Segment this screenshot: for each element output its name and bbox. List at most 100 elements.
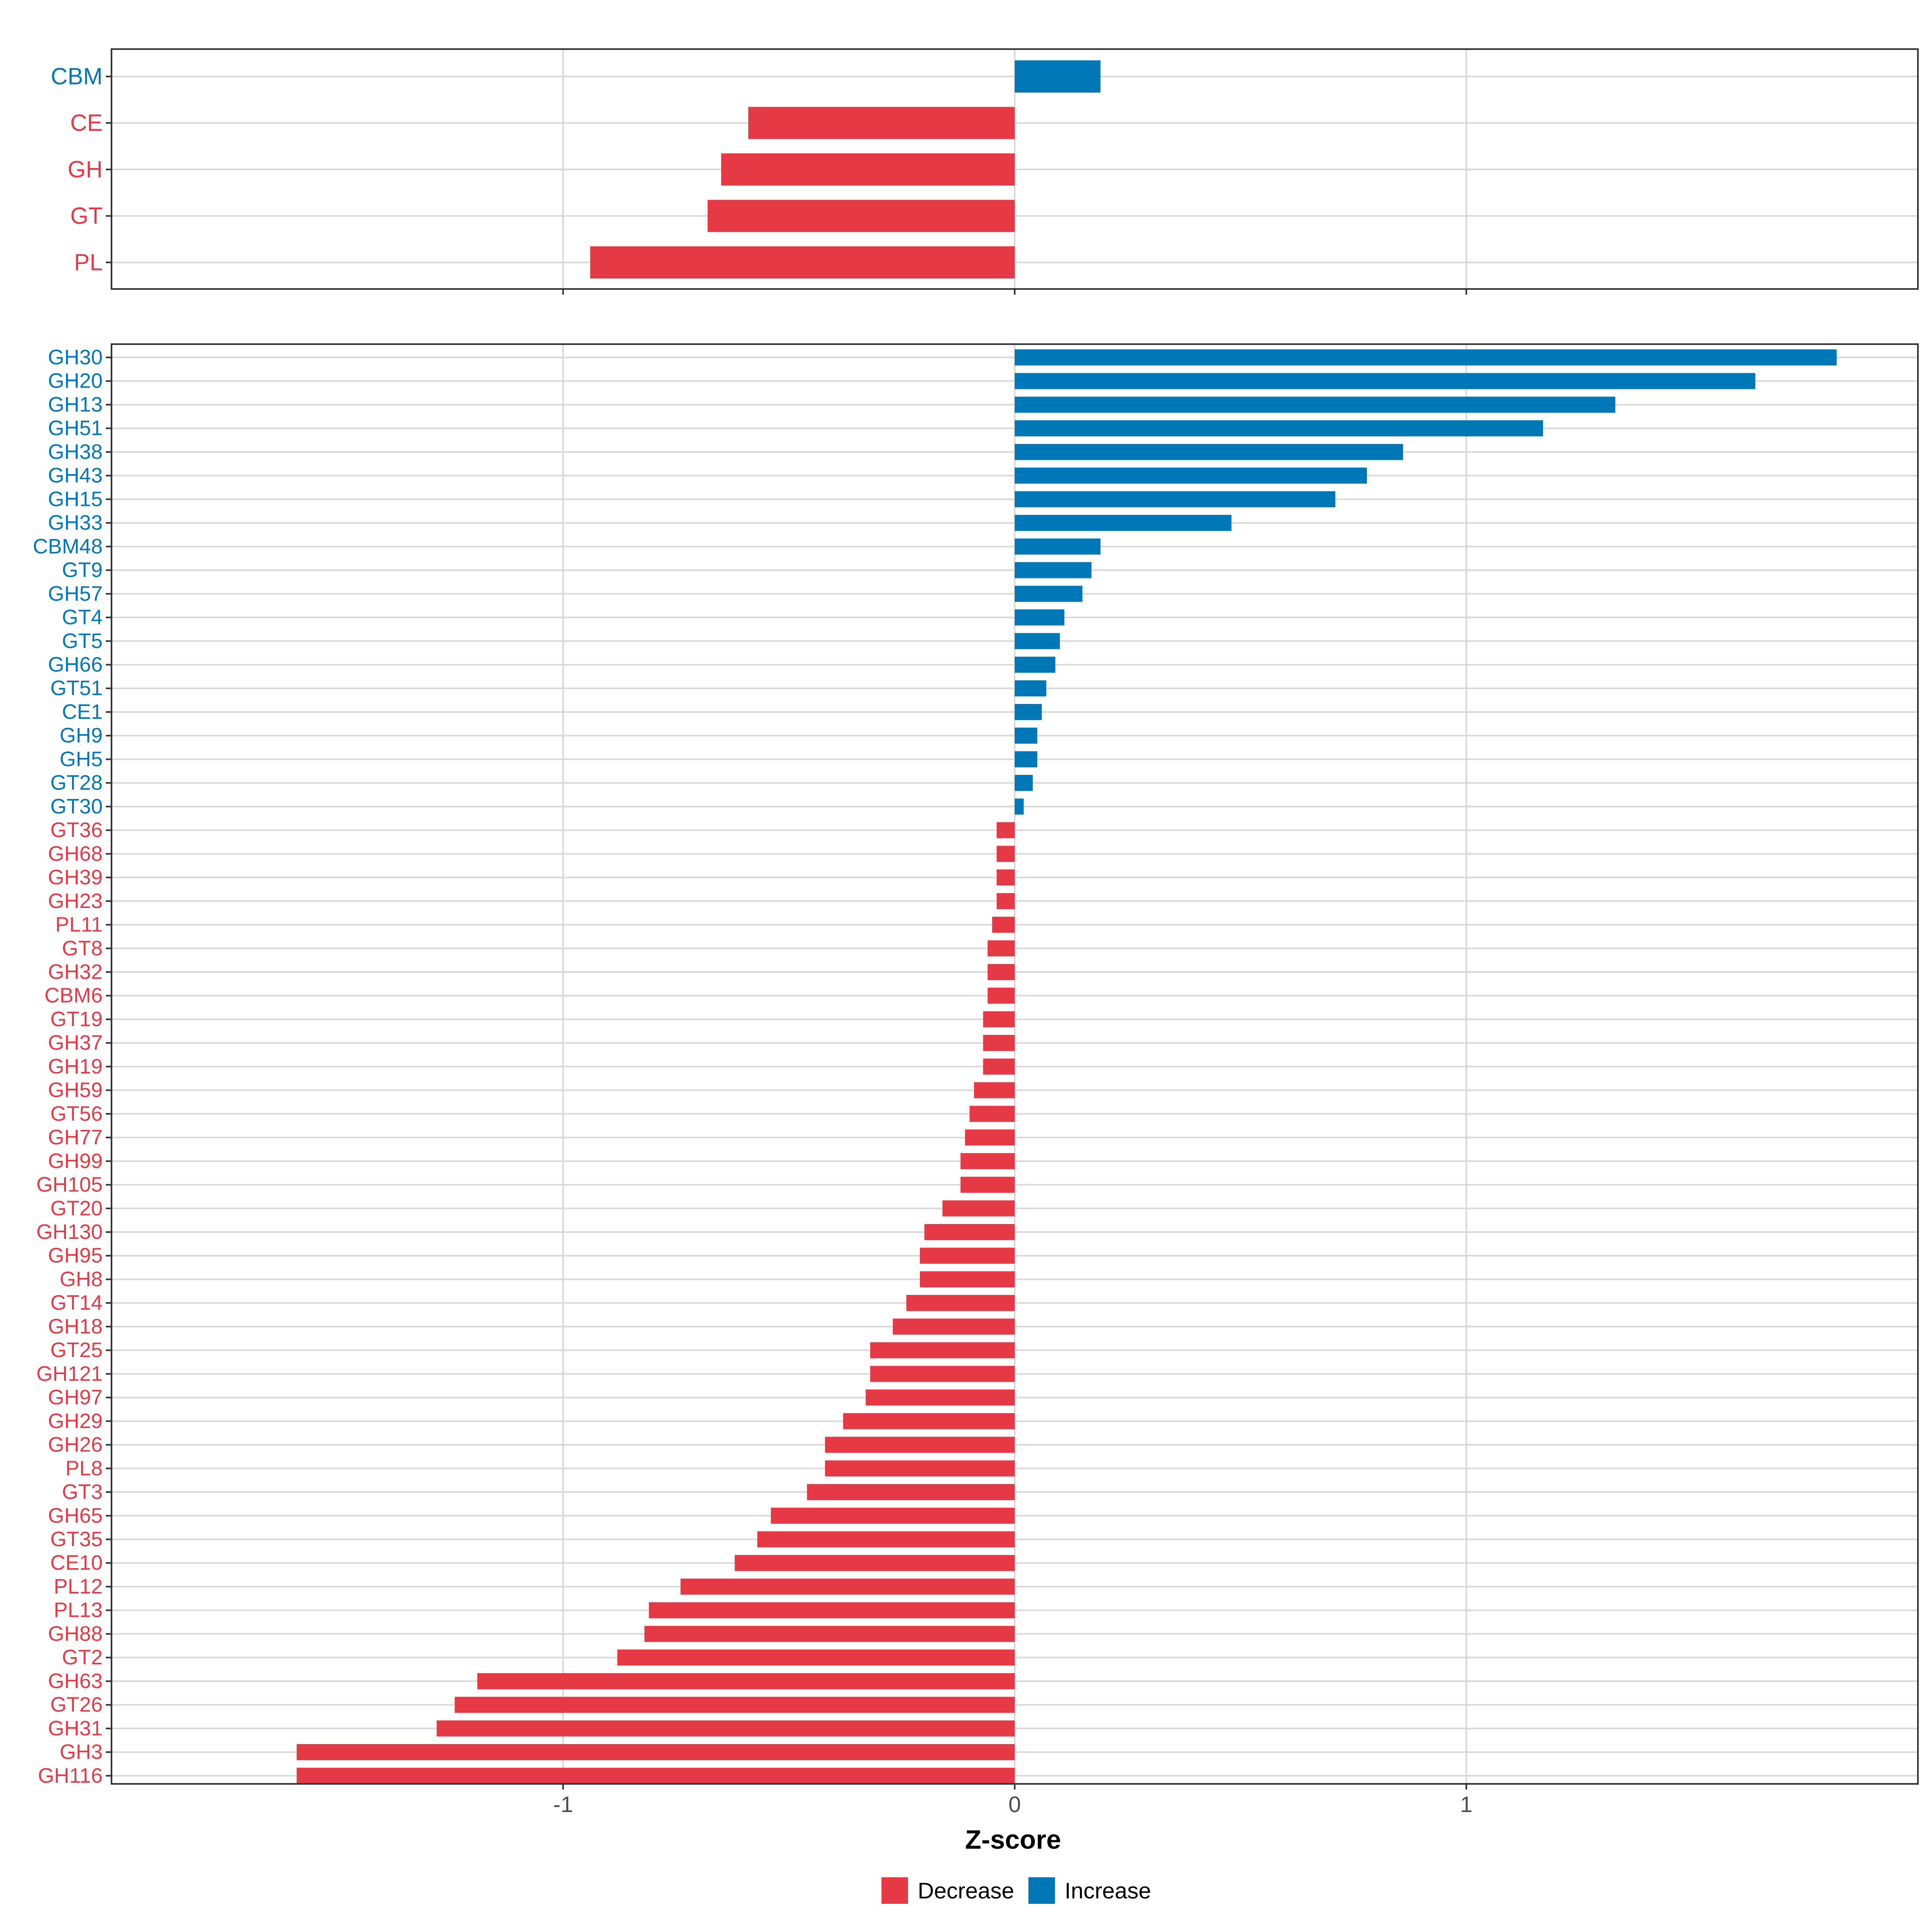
bar-gh29 xyxy=(843,1413,1015,1429)
bar-gh3 xyxy=(297,1744,1015,1761)
y-tick-label: GH59 xyxy=(48,1079,103,1102)
bar-gh43 xyxy=(1015,467,1367,484)
bar-ce10 xyxy=(735,1555,1015,1571)
y-tick-label: GT8 xyxy=(62,937,103,960)
bar-gt9 xyxy=(1015,562,1092,578)
bar-gh15 xyxy=(1015,491,1335,508)
bar-gt xyxy=(708,200,1015,232)
bar-gt2 xyxy=(617,1649,1015,1666)
bar-gh37 xyxy=(983,1035,1015,1051)
y-tick-label: GT4 xyxy=(62,606,103,629)
legend-label-increase: Increase xyxy=(1065,1878,1151,1903)
y-tick-label: GH26 xyxy=(48,1433,103,1457)
bar-gt3 xyxy=(807,1484,1015,1501)
y-tick-label: CE xyxy=(70,110,103,136)
y-tick-label: GT30 xyxy=(50,795,103,818)
y-tick-label: GH xyxy=(68,157,103,183)
bar-gt36 xyxy=(997,822,1015,838)
bar-gt8 xyxy=(987,940,1015,957)
bar-gh33 xyxy=(1015,515,1232,531)
legend-swatch-increase xyxy=(1028,1877,1055,1904)
legend-swatch-decrease xyxy=(881,1877,908,1904)
y-tick-label: GT19 xyxy=(50,1007,103,1031)
y-tick-label: GH30 xyxy=(48,346,103,369)
y-tick-label: GH51 xyxy=(48,417,103,440)
bar-pl xyxy=(590,246,1015,279)
bar-gh121 xyxy=(870,1366,1015,1382)
y-tick-label: GT2 xyxy=(62,1646,103,1669)
bar-gh13 xyxy=(1015,396,1616,413)
bar-gh63 xyxy=(477,1673,1015,1689)
y-tick-label: GT25 xyxy=(50,1339,103,1362)
bar-gt28 xyxy=(1015,775,1033,791)
y-tick-label: GH32 xyxy=(48,960,103,984)
bar-gh31 xyxy=(436,1720,1015,1737)
y-tick-label: GH33 xyxy=(48,511,103,535)
bar-ce1 xyxy=(1015,704,1042,720)
y-tick-label: GH3 xyxy=(60,1740,103,1764)
bar-gh57 xyxy=(1015,586,1083,602)
y-tick-label: GT20 xyxy=(50,1197,103,1220)
y-tick-label: PL11 xyxy=(55,913,103,937)
x-tick-label: 0 xyxy=(1008,1792,1021,1817)
y-tick-label: GH97 xyxy=(48,1386,103,1409)
bar-gt25 xyxy=(870,1342,1015,1358)
y-tick-label: GT3 xyxy=(62,1480,103,1504)
y-tick-label: GH57 xyxy=(48,582,103,605)
bar-gh88 xyxy=(644,1626,1015,1642)
y-tick-label: GT28 xyxy=(50,771,103,795)
y-tick-label: GH23 xyxy=(48,890,103,913)
y-tick-label: GH15 xyxy=(48,487,103,511)
bar-gh65 xyxy=(771,1507,1015,1524)
y-tick-label: GH13 xyxy=(48,393,103,416)
bar-gt5 xyxy=(1015,633,1060,649)
y-tick-label: GH130 xyxy=(36,1220,103,1244)
y-tick-label: GH37 xyxy=(48,1031,103,1055)
bar-gt19 xyxy=(983,1011,1015,1028)
bar-gh59 xyxy=(974,1082,1015,1098)
bar-cbm xyxy=(1015,60,1101,93)
bottom-panel: GH30GH20GH13GH51GH38GH43GH15GH33CBM48GT9… xyxy=(33,343,1919,1817)
y-tick-label: CBM48 xyxy=(33,535,103,558)
bar-gh66 xyxy=(1015,656,1055,673)
x-axis-title: Z-score xyxy=(965,1825,1061,1854)
y-tick-label: PL8 xyxy=(65,1457,103,1480)
bar-cbm48 xyxy=(1015,538,1101,555)
y-tick-label: GH77 xyxy=(48,1126,103,1149)
legend: Decrease Increase xyxy=(881,1877,1151,1904)
y-tick-label: GH68 xyxy=(48,842,103,865)
bar-gh30 xyxy=(1015,349,1837,365)
bar-gt4 xyxy=(1015,609,1065,626)
bar-gh38 xyxy=(1015,444,1403,460)
bar-gh xyxy=(721,153,1015,186)
y-tick-label: GT35 xyxy=(50,1528,103,1551)
y-tick-label: CE10 xyxy=(50,1551,103,1575)
y-tick-label: GH65 xyxy=(48,1504,103,1527)
y-tick-label: GH43 xyxy=(48,464,103,487)
bar-gh77 xyxy=(965,1129,1015,1146)
bar-gh95 xyxy=(920,1247,1015,1264)
y-tick-label: CBM6 xyxy=(45,984,103,1007)
bar-gh19 xyxy=(983,1058,1015,1075)
y-tick-label: GH116 xyxy=(38,1764,103,1788)
bar-gt56 xyxy=(969,1106,1015,1122)
bar-gh51 xyxy=(1015,420,1543,437)
y-tick-label: CE1 xyxy=(62,700,103,724)
bar-gh26 xyxy=(825,1437,1015,1453)
bar-gt20 xyxy=(942,1200,1015,1217)
y-tick-label: GH39 xyxy=(48,866,103,889)
y-tick-label: PL xyxy=(74,250,103,276)
bar-gt51 xyxy=(1015,680,1046,697)
y-tick-label: GH19 xyxy=(48,1055,103,1078)
y-tick-label: GT56 xyxy=(50,1102,103,1125)
bar-gh8 xyxy=(920,1271,1015,1288)
y-tick-label: GT9 xyxy=(62,559,103,582)
y-tick-label: GT26 xyxy=(50,1693,103,1717)
y-tick-label: GH18 xyxy=(48,1315,103,1338)
bar-gh20 xyxy=(1015,373,1756,389)
y-tick-label: GT xyxy=(70,203,103,229)
bar-gh105 xyxy=(960,1177,1015,1193)
y-tick-label: GH8 xyxy=(60,1267,103,1291)
bar-gt26 xyxy=(454,1697,1015,1713)
bar-gh99 xyxy=(960,1153,1015,1169)
